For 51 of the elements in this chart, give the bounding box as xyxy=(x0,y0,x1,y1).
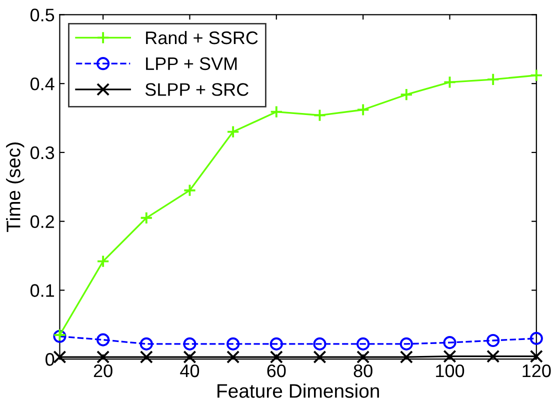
point xyxy=(356,337,370,350)
point xyxy=(270,337,283,350)
legend-label: LPP + SVM xyxy=(146,57,237,70)
x-axis-title: Feature Dimension xyxy=(218,384,379,398)
point xyxy=(400,88,413,102)
x-tick-label: 20 xyxy=(94,364,112,378)
point xyxy=(356,350,370,364)
point xyxy=(96,254,110,268)
point xyxy=(486,350,500,363)
point xyxy=(140,350,153,364)
point xyxy=(226,125,240,138)
point xyxy=(270,105,283,118)
y-tick-label: 0.4 xyxy=(30,78,54,90)
y-tick-label: 0.2 xyxy=(30,215,54,228)
point xyxy=(313,337,326,350)
point xyxy=(443,350,456,363)
point xyxy=(400,350,413,364)
point xyxy=(400,337,413,350)
point xyxy=(486,334,500,348)
point xyxy=(530,68,543,82)
point xyxy=(96,333,110,346)
x-tick-label: 120 xyxy=(522,364,551,378)
point xyxy=(140,337,153,350)
point xyxy=(356,103,370,116)
x-tick-label: 40 xyxy=(180,364,200,378)
point xyxy=(443,336,456,350)
point xyxy=(183,337,196,350)
point xyxy=(443,76,456,89)
x-tick-label: 60 xyxy=(267,364,286,378)
point xyxy=(183,184,196,197)
point xyxy=(313,108,326,122)
x-tick-label: 80 xyxy=(354,364,372,378)
y-tick-label: 0.1 xyxy=(30,284,54,297)
point xyxy=(530,332,543,345)
y-tick-label: 0.3 xyxy=(30,146,54,160)
legend-label: SLPP + SRC xyxy=(145,83,248,96)
point xyxy=(226,350,240,364)
y-axis-title: Time (sec) xyxy=(6,142,24,232)
point xyxy=(486,72,500,86)
point xyxy=(530,350,543,363)
point xyxy=(313,350,326,364)
point xyxy=(96,350,110,364)
point xyxy=(140,211,153,224)
y-tick-label: 0.5 xyxy=(30,8,54,22)
legend-label: Rand + SSRC xyxy=(146,30,258,44)
point xyxy=(270,350,283,364)
point xyxy=(226,337,240,350)
point xyxy=(53,350,66,364)
point xyxy=(183,350,196,364)
y-tick-label: 0 xyxy=(46,353,54,366)
x-tick-label: 100 xyxy=(436,364,464,378)
